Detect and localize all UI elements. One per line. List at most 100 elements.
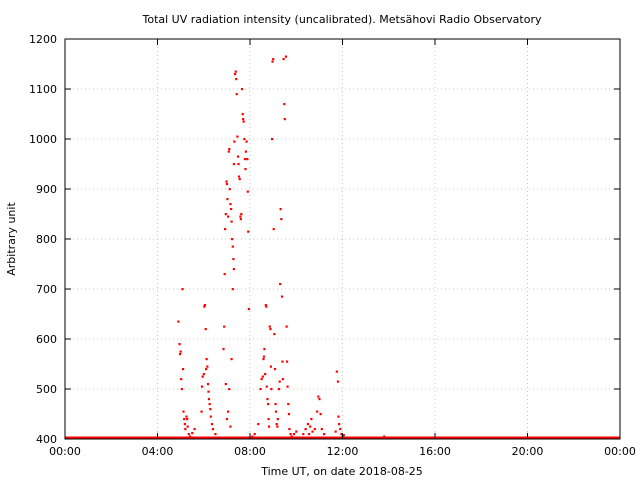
data-point [288, 428, 291, 431]
data-point [231, 245, 234, 248]
data-point [304, 428, 307, 431]
data-point [274, 403, 277, 406]
data-point [232, 258, 235, 261]
data-point [307, 433, 311, 436]
data-point [180, 388, 183, 391]
data-point [227, 150, 230, 153]
data-point [276, 425, 279, 428]
y-axis-ticks: 400 500 600 700 800 900 1000 1100 1200 [29, 33, 620, 446]
data-point [285, 325, 288, 328]
data-point [242, 120, 245, 123]
y-tick-label: 900 [36, 183, 57, 196]
data-point [246, 158, 249, 161]
x-tick-label: 12:00 [327, 445, 359, 458]
data-point [229, 425, 232, 428]
data-point [247, 230, 250, 233]
data-point [205, 368, 208, 371]
data-point [200, 410, 203, 413]
data-point [268, 325, 271, 328]
data-point [242, 118, 245, 121]
x-tick-label: 04:00 [142, 445, 174, 458]
data-point [208, 403, 211, 406]
data-point [186, 418, 189, 421]
grid-lines [65, 39, 620, 439]
data-point [311, 430, 314, 433]
data-point [232, 163, 236, 166]
y-tick-label: 600 [36, 333, 57, 346]
data-point [181, 368, 185, 371]
data-point [223, 325, 226, 328]
data-point [243, 138, 246, 141]
data-point [286, 385, 289, 388]
data-point [244, 150, 248, 153]
data-point [204, 328, 207, 331]
data-point [225, 180, 228, 183]
data-point [290, 435, 293, 438]
data-point [267, 403, 270, 406]
data-point [275, 423, 278, 426]
data-point [226, 198, 229, 201]
data-point [302, 433, 305, 436]
y-tick-label: 1000 [29, 133, 57, 146]
data-point [286, 360, 289, 363]
data-point [241, 113, 244, 116]
data-point [257, 423, 260, 426]
data-point [269, 328, 272, 331]
data-point [261, 375, 264, 378]
data-point [233, 140, 236, 143]
data-point [237, 163, 240, 166]
data-point [246, 190, 249, 193]
data-point [335, 370, 338, 373]
data-point [232, 268, 236, 271]
data-point [271, 60, 274, 63]
data-point [319, 413, 322, 416]
data-point [280, 295, 284, 298]
data-point [277, 388, 281, 391]
data-point [237, 175, 241, 178]
data-point [318, 398, 321, 401]
data-point [184, 428, 187, 431]
data-point [227, 215, 230, 218]
y-tick-label: 400 [36, 433, 57, 446]
data-point [262, 358, 265, 361]
data-point [245, 140, 248, 143]
data-point [239, 215, 242, 218]
x-tick-label: 20:00 [512, 445, 544, 458]
data-point [231, 288, 234, 291]
data-point [270, 388, 273, 391]
data-point [183, 418, 186, 421]
data-point [236, 135, 239, 138]
data-point [230, 220, 233, 223]
data-point [289, 433, 292, 436]
data-point [279, 283, 282, 286]
data-point [383, 435, 386, 438]
data-point [262, 355, 266, 358]
data-point [270, 138, 274, 141]
data-point [230, 238, 234, 241]
data-point [179, 350, 182, 353]
data-point [182, 410, 185, 413]
data-point [225, 183, 229, 186]
data-point [210, 423, 214, 426]
data-point [177, 320, 180, 323]
data-point [187, 433, 190, 436]
data-point [281, 378, 285, 381]
data-point [235, 78, 238, 81]
data-point [235, 93, 238, 96]
chart-title: Total UV radiation intensity (uncalibrat… [142, 13, 542, 26]
y-axis-label: Arbitrary unit [5, 202, 18, 276]
data-point [260, 378, 263, 381]
data-point [244, 168, 247, 171]
data-point [202, 373, 205, 376]
data-point [267, 425, 271, 428]
data-point [338, 423, 341, 426]
y-tick-label: 1200 [29, 33, 57, 46]
data-point [316, 410, 319, 413]
data-point [295, 430, 298, 433]
data-point [313, 428, 316, 431]
data-point [206, 365, 209, 368]
x-axis-label: Time UT, on date 2018-08-25 [260, 465, 423, 478]
data-point [334, 430, 337, 433]
